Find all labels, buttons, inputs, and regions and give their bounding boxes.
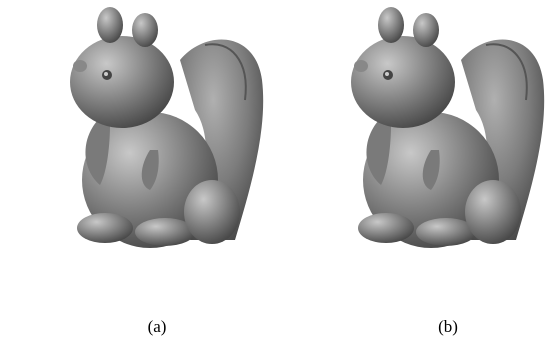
figure: (a) (b) bbox=[0, 0, 549, 342]
page: (a) (b) (() => { const data = JSON.parse… bbox=[0, 0, 549, 342]
panel-label: (a) bbox=[148, 317, 167, 336]
squirrel-render-a bbox=[70, 7, 263, 248]
squirrel-render-b bbox=[351, 7, 544, 248]
panel-label: (b) bbox=[438, 317, 458, 336]
